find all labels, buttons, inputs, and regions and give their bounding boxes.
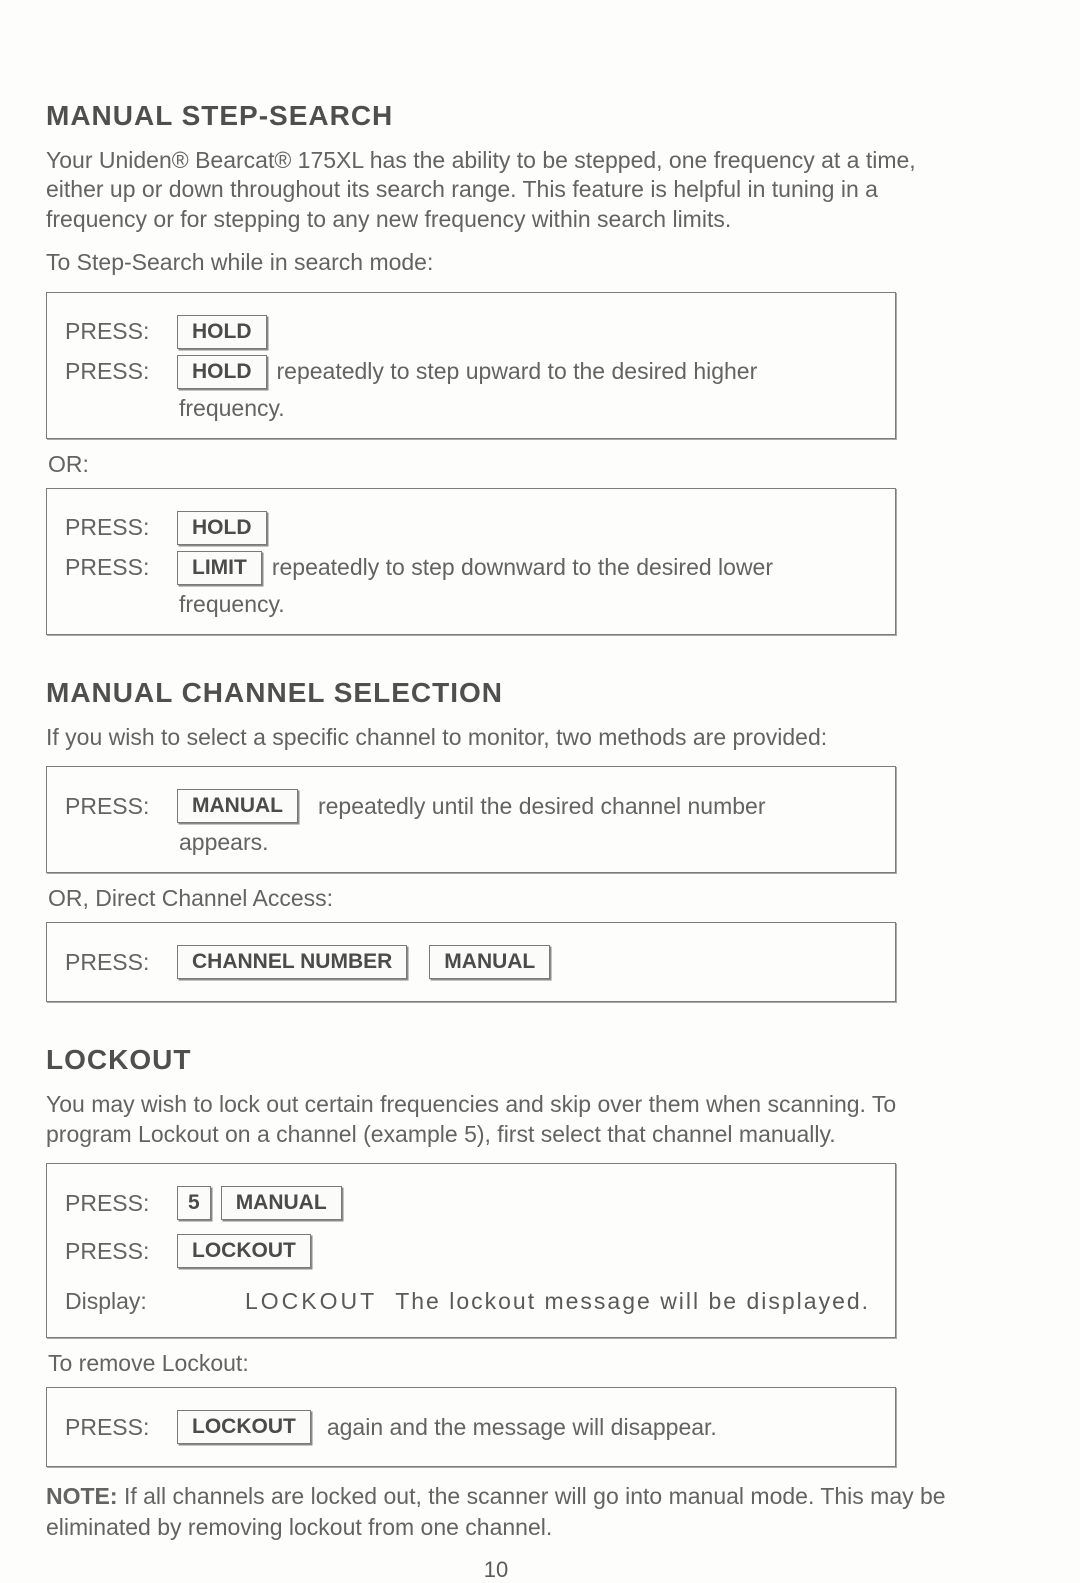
page-number: 10 [46,1557,946,1583]
lockout-note: NOTE: If all channels are locked out, th… [46,1481,946,1543]
press-label: PRESS: [65,554,177,581]
after-text: again and the message will disappear. [327,1414,717,1441]
after-text: repeatedly until the desired channel num… [318,793,766,820]
step-search-box-1: PRESS: HOLD PRESS: HOLD repeatedly to st… [46,292,896,439]
channel-box-2: PRESS: CHANNEL NUMBER MANUAL [46,922,896,1002]
section1-lead: To Step-Search while in search mode: [46,248,946,277]
key-channel-number: CHANNEL NUMBER [177,945,407,979]
section3-intro: You may wish to lock out certain frequen… [46,1090,946,1149]
continuation-text: frequency. [179,591,877,618]
remove-lockout-lead: To remove Lockout: [48,1350,946,1377]
press-label: PRESS: [65,318,177,345]
note-text: If all channels are locked out, the scan… [46,1483,946,1540]
key-lockout: LOCKOUT [177,1234,311,1268]
press-label: PRESS: [65,793,177,820]
or-direct-access: OR, Direct Channel Access: [48,885,946,912]
key-hold: HOLD [177,511,267,545]
after-text: repeatedly to step downward to the desir… [272,554,773,581]
channel-box-1: PRESS: MANUAL repeatedly until the desir… [46,766,896,873]
continuation-text: appears. [179,829,877,856]
display-label: Display: [65,1288,177,1315]
press-label: PRESS: [65,1238,177,1265]
step-search-box-2: PRESS: HOLD PRESS: LIMIT repeatedly to s… [46,488,896,635]
note-bold: NOTE: [46,1483,118,1509]
continuation-text: frequency. [179,395,877,422]
press-label: PRESS: [65,1190,177,1217]
lockout-box-2: PRESS: LOCKOUT again and the message wil… [46,1387,896,1467]
lockout-box-1: PRESS: 5 MANUAL PRESS: LOCKOUT Display: … [46,1163,896,1338]
display-message: The lockout message will be displayed. [395,1288,870,1315]
section-title-channel-selection: MANUAL CHANNEL SELECTION [46,677,946,709]
key-limit: LIMIT [177,551,262,585]
or-label: OR: [48,451,946,478]
section2-intro: If you wish to select a specific channel… [46,723,946,752]
section-title-step-search: MANUAL STEP-SEARCH [46,100,946,132]
press-label: PRESS: [65,949,177,976]
key-5: 5 [177,1186,211,1220]
press-label: PRESS: [65,358,177,385]
key-hold: HOLD [177,355,267,389]
key-manual: MANUAL [429,945,550,979]
press-label: PRESS: [65,1414,177,1441]
key-hold: HOLD [177,315,267,349]
key-lockout: LOCKOUT [177,1410,311,1444]
key-manual: MANUAL [177,789,298,823]
display-value: LOCKOUT [245,1288,377,1315]
key-manual: MANUAL [221,1186,342,1220]
section-title-lockout: LOCKOUT [46,1044,946,1076]
press-label: PRESS: [65,514,177,541]
section1-intro: Your Uniden® Bearcat® 175XL has the abil… [46,146,946,234]
after-text: repeatedly to step upward to the desired… [277,358,758,385]
